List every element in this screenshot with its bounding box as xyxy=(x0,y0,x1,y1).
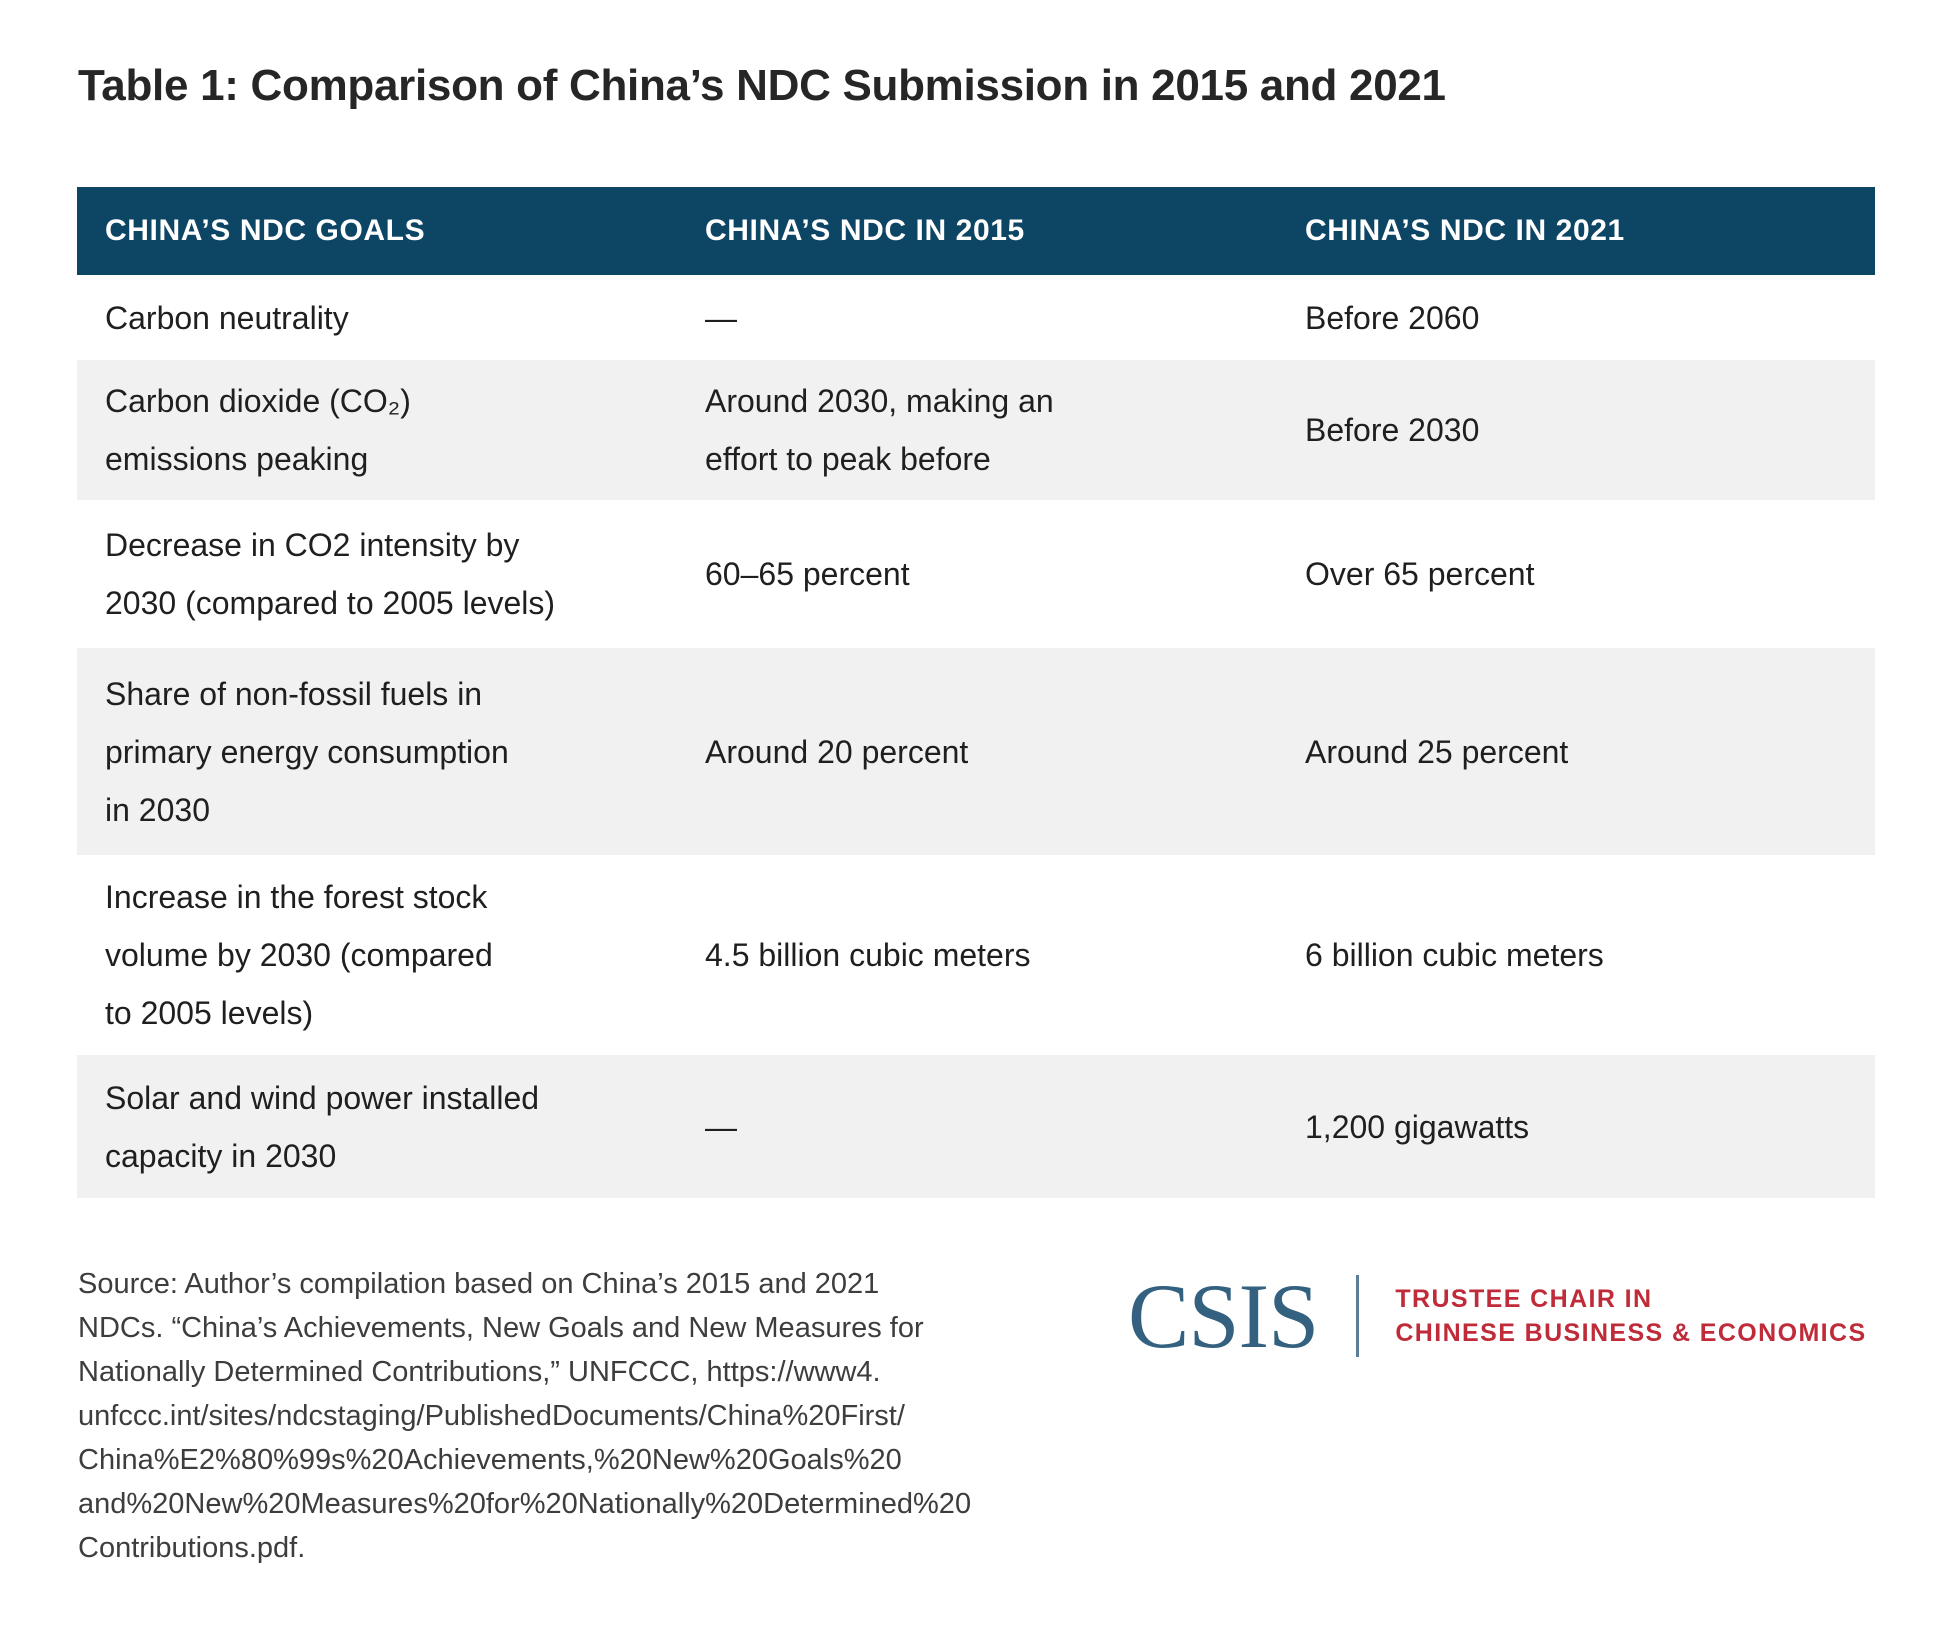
ndc-comparison-table: CHINA’S NDC GOALS CHINA’S NDC IN 2015 CH… xyxy=(77,187,1875,1198)
source-note: Source: Author’s compilation based on Ch… xyxy=(78,1268,972,1564)
cell-ndc-2015: 4.5 billion cubic meters xyxy=(705,937,1031,973)
table-row-non-fossil-share: Share of non-fossil fuels in primary ene… xyxy=(77,648,1875,855)
cell-goal: Decrease in CO2 intensity by 2030 (compa… xyxy=(105,527,556,621)
table-row-co2-intensity: Decrease in CO2 intensity by 2030 (compa… xyxy=(77,500,1875,648)
cell-goal: Carbon neutrality xyxy=(105,299,349,336)
cell-ndc-2021: Over 65 percent xyxy=(1305,556,1535,592)
logo-program-name: TRUSTEE CHAIR IN CHINESE BUSINESS & ECON… xyxy=(1395,1285,1867,1347)
cell-goal: Increase in the forest stock volume by 2… xyxy=(105,879,493,1031)
header-cell-ndc-2015: CHINA’S NDC IN 2015 xyxy=(705,214,1025,247)
cell-goal: Share of non-fossil fuels in primary ene… xyxy=(105,675,509,828)
page-title: Table 1: Comparison of China’s NDC Submi… xyxy=(78,61,1446,110)
cell-ndc-2021: 1,200 gigawatts xyxy=(1305,1108,1530,1145)
table-header-row: CHINA’S NDC GOALS CHINA’S NDC IN 2015 CH… xyxy=(77,187,1875,275)
header-cell-ndc-2021: CHINA’S NDC IN 2021 xyxy=(1305,214,1625,247)
cell-ndc-2021: Around 25 percent xyxy=(1305,733,1569,770)
cell-ndc-2015: Around 20 percent xyxy=(705,733,969,770)
logo-divider xyxy=(1356,1275,1360,1357)
cell-ndc-2015: Around 2030, making an effort to peak be… xyxy=(705,383,1054,477)
cell-ndc-2015: — xyxy=(705,1108,737,1145)
cell-goal: Solar and wind power installed capacity … xyxy=(105,1079,540,1174)
table-row-solar-wind-capacity: Solar and wind power installed capacity … xyxy=(77,1055,1875,1198)
cell-ndc-2021: Before 2030 xyxy=(1305,412,1480,448)
csis-logo: CSIS TRUSTEE CHAIR IN CHINESE BUSINESS &… xyxy=(1128,1270,1867,1362)
csis-wordmark: CSIS xyxy=(1128,1265,1319,1367)
cell-ndc-2015: — xyxy=(705,299,737,336)
cell-ndc-2021: Before 2060 xyxy=(1305,299,1480,336)
table-row-forest-stock: Increase in the forest stock volume by 2… xyxy=(77,855,1875,1055)
table-row-co2-emissions-peaking: Carbon dioxide (CO₂) emissions peaking A… xyxy=(77,360,1875,500)
table-row-carbon-neutrality: Carbon neutrality — Before 2060 xyxy=(77,275,1875,360)
cell-ndc-2021: 6 billion cubic meters xyxy=(1305,937,1604,973)
header-cell-goals: CHINA’S NDC GOALS xyxy=(105,214,426,247)
cell-ndc-2015: 60–65 percent xyxy=(705,556,910,592)
cell-goal: Carbon dioxide (CO₂) emissions peaking xyxy=(105,383,411,477)
